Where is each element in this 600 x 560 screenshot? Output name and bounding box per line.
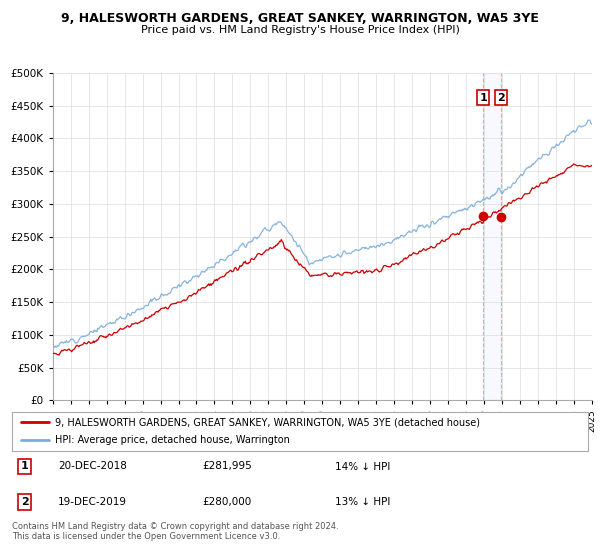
Text: 2: 2: [497, 93, 505, 102]
Text: 13% ↓ HPI: 13% ↓ HPI: [335, 497, 390, 507]
Text: £281,995: £281,995: [202, 461, 252, 472]
Bar: [483, 73, 501, 400]
Text: 20-DEC-2018: 20-DEC-2018: [58, 461, 127, 472]
Text: 19-DEC-2019: 19-DEC-2019: [58, 497, 127, 507]
Text: Contains HM Land Registry data © Crown copyright and database right 2024.
This d: Contains HM Land Registry data © Crown c…: [12, 522, 338, 542]
Text: Price paid vs. HM Land Registry's House Price Index (HPI): Price paid vs. HM Land Registry's House …: [140, 25, 460, 35]
Text: HPI: Average price, detached house, Warrington: HPI: Average price, detached house, Warr…: [55, 435, 290, 445]
Text: 9, HALESWORTH GARDENS, GREAT SANKEY, WARRINGTON, WA5 3YE (detached house): 9, HALESWORTH GARDENS, GREAT SANKEY, WAR…: [55, 417, 480, 427]
Text: 9, HALESWORTH GARDENS, GREAT SANKEY, WARRINGTON, WA5 3YE: 9, HALESWORTH GARDENS, GREAT SANKEY, WAR…: [61, 12, 539, 25]
Text: 2: 2: [21, 497, 29, 507]
Text: 1: 1: [21, 461, 29, 472]
Text: £280,000: £280,000: [202, 497, 251, 507]
Text: 14% ↓ HPI: 14% ↓ HPI: [335, 461, 390, 472]
Text: 1: 1: [479, 93, 487, 102]
